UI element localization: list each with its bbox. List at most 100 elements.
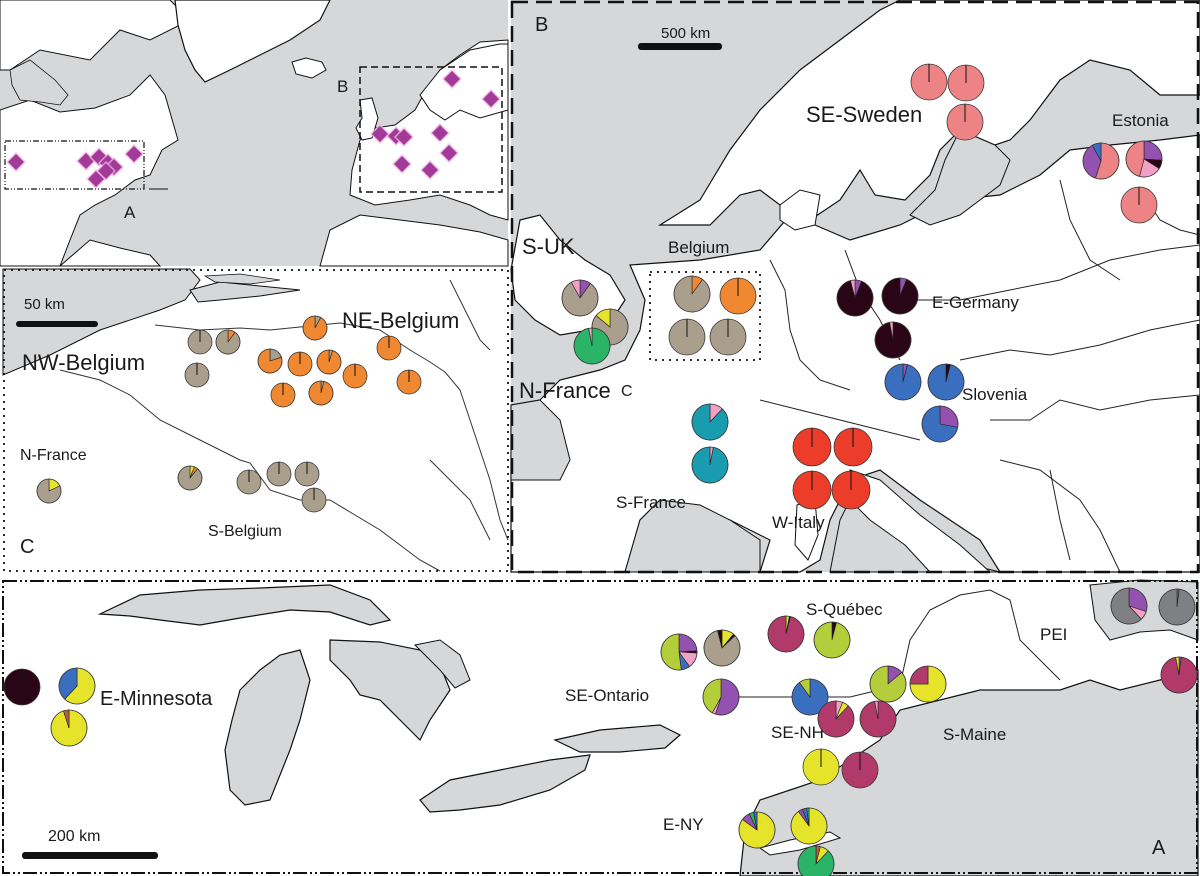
pie-chart-e-ny [797, 845, 835, 876]
pie-chart-belgium [668, 318, 706, 356]
region-label: N-France [519, 378, 611, 403]
pie-chart-ne-belgium [396, 369, 422, 395]
diamond-marker-icon [432, 125, 448, 141]
region-label: E-Germany [932, 293, 1019, 312]
pie-chart-belgium [719, 277, 757, 315]
pie-chart-se-nh [817, 700, 855, 738]
pie-chart-slovenia [884, 363, 922, 401]
region-label: Slovenia [962, 385, 1028, 404]
pie-chart-s-maine [841, 751, 879, 789]
pie-chart-se-nh [802, 748, 840, 786]
panel-a-scale-label: 200 km [48, 828, 100, 845]
pie-chart-se-sweden [910, 63, 948, 101]
panel-a-region-labels: E-Minnesota SE-Ontario S-Québec PEI SE-NH S-M… [100, 600, 1067, 834]
pie-chart-e-germany [874, 321, 912, 359]
panel-c-scale-label: 50 km [24, 296, 65, 313]
pie-chart-e-minnesota [58, 667, 96, 705]
pie-chart-nw-belgium [184, 362, 210, 388]
diamond-marker-icon [372, 126, 388, 142]
pie-chart-ne-belgium [376, 335, 402, 361]
diamond-marker-icon [422, 162, 438, 178]
pie-chart-se-ontario [702, 678, 740, 716]
diamond-marker-icon [396, 129, 412, 145]
pie-chart-ne-belgium [302, 315, 328, 341]
pie-chart-n-france [36, 478, 62, 504]
diamond-marker-icon [483, 91, 499, 107]
diamond-marker-icon [444, 71, 460, 87]
pie-chart-e-germany [836, 279, 874, 317]
region-label: C [621, 383, 633, 400]
pie-chart-s-france [691, 446, 729, 484]
pie-chart-se-sweden [946, 103, 984, 141]
pie-chart-s-belgium [266, 461, 292, 487]
pie-chart-nw-belgium [215, 329, 241, 355]
pie-chart-w-italy [792, 470, 832, 510]
pie-chart-slovenia [927, 363, 965, 401]
pie-chart-ne-belgium [287, 351, 313, 377]
pie-chart-w-italy [833, 427, 873, 467]
region-label: Estonia [1112, 111, 1169, 130]
overview-label-b: B [337, 77, 348, 96]
pie-chart-se-ontario [703, 629, 741, 667]
panel-b-scale-label: 500 km [661, 25, 710, 42]
panel-c-pies [36, 315, 422, 513]
region-label: PEI [1040, 625, 1067, 644]
pie-chart-s-belgium [301, 487, 327, 513]
region-label: S-France [616, 493, 686, 512]
region-label: S-Québec [806, 600, 883, 619]
pie-chart-e-ny [790, 807, 828, 845]
diamond-marker-icon [126, 146, 142, 162]
pie-chart-s-maine [869, 665, 907, 703]
diamond-marker-icon [394, 156, 410, 172]
panel-c-letter: C [20, 536, 34, 558]
pie-chart-e-minnesota [50, 709, 88, 747]
panel-a-north-america: 200 km A E-Minnesota SE-Ontario S-Québec PE… [2, 579, 1199, 876]
pie-chart-slovenia [921, 405, 959, 443]
pie-chart-estonia [1082, 142, 1120, 180]
pie-chart-pei [1158, 588, 1196, 626]
pie-chart-se-ontario [791, 678, 829, 716]
sample-site-markers [6, 69, 501, 189]
region-label: W-Italy [772, 513, 825, 532]
panel-b-letter: B [535, 14, 548, 36]
pie-chart-estonia [1125, 140, 1163, 178]
pie-chart-e-ny [738, 811, 776, 849]
pie-chart-s-france [691, 403, 729, 441]
region-label: SE-Ontario [565, 686, 649, 705]
pie-chart-pei [1110, 587, 1148, 625]
pie-chart-estonia [1120, 186, 1158, 224]
region-label: N-France [20, 447, 87, 464]
pie-chart-s-belgium [294, 461, 320, 487]
pie-chart-se-ontario [660, 633, 698, 671]
pie-chart-ne-belgium [270, 382, 296, 408]
pie-chart-s-qu-bec [767, 615, 805, 653]
pie-chart-e-germany [881, 277, 919, 315]
panel-c-belgium: 50 km C NE-Belgium NW-Belgium N-France S-Be… [2, 268, 509, 572]
panel-b-region-labels: SE-Sweden Estonia S-UK Belgium E-Germany N-Fr… [519, 102, 1169, 532]
overview-label-a: A [124, 203, 136, 222]
panel-a-letter: A [1152, 837, 1166, 859]
diamond-marker-icon [441, 145, 457, 161]
diamond-marker-icon [98, 163, 114, 179]
region-label: SE-NH [771, 723, 824, 742]
pie-chart-ne-belgium [316, 349, 342, 375]
pie-chart-ne-belgium [308, 380, 334, 406]
region-label: NE-Belgium [342, 308, 459, 333]
pie-chart-s-uk [561, 279, 599, 317]
region-label: S-Maine [943, 725, 1006, 744]
pie-chart-w-italy [792, 427, 832, 467]
pie-chart-n-france [573, 327, 611, 365]
panel-c-region-labels: NE-Belgium NW-Belgium N-France S-Belgium [20, 308, 459, 540]
pie-chart-w-italy [831, 470, 871, 510]
pie-chart-e-minnesota [3, 668, 41, 706]
pie-chart-se-sweden [947, 64, 985, 102]
pie-chart-belgium [709, 318, 747, 356]
pie-chart-s-qu-bec [813, 621, 851, 659]
region-label: E-Minnesota [100, 688, 213, 710]
region-label: S-Belgium [208, 523, 282, 540]
pie-chart-pei [1160, 656, 1198, 694]
region-label: Belgium [668, 238, 729, 257]
overview-panel: A B [0, 0, 509, 267]
